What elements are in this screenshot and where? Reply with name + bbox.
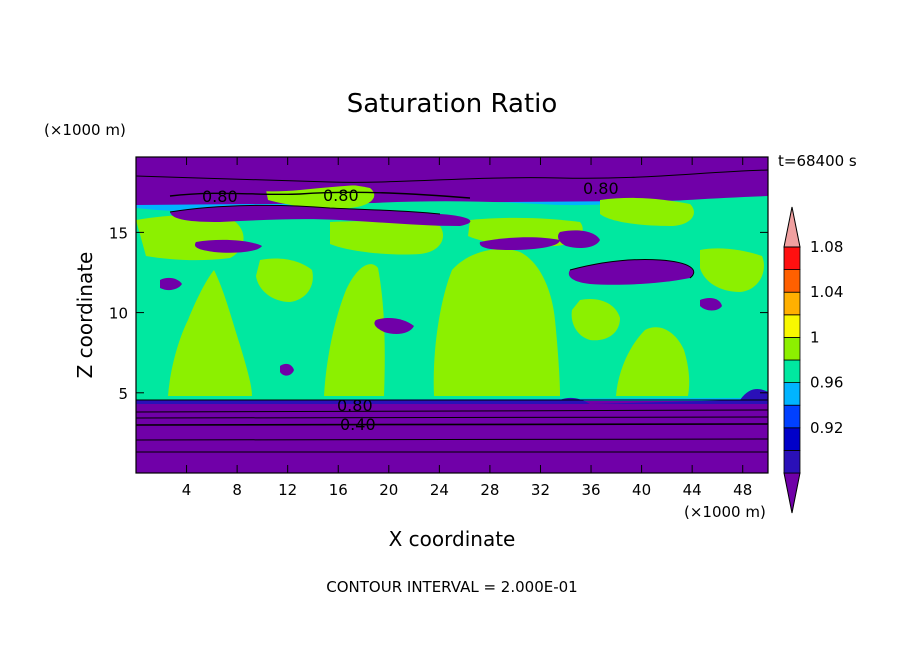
colorbar-swatch (783, 336, 801, 361)
x-tick-label: 44 (683, 481, 702, 499)
contour-label-lower-040: 0.40 (340, 415, 376, 434)
y-tick-label: 15 (109, 224, 128, 242)
contour-label-upper-right: 0.80 (583, 179, 619, 198)
colorbar-swatch (783, 427, 801, 451)
colorbar-swatch (783, 449, 801, 474)
upper-dry-layer (136, 157, 768, 194)
contour-label-upper-mid: 0.80 (323, 186, 359, 205)
colorbar-swatch (783, 269, 801, 293)
colorbar-tick-label: 1 (810, 328, 820, 346)
x-tick-label: 16 (329, 481, 348, 499)
y-axis-label: Z coordinate (73, 252, 97, 379)
x-tick-label: 12 (278, 481, 297, 499)
dry-streaks (160, 205, 722, 376)
y-tick-label: 5 (118, 385, 128, 403)
x-tick-label: 8 (232, 481, 242, 499)
colorbar-swatch (783, 291, 801, 316)
colorbar-swatch (783, 404, 801, 429)
colorbar-swatch (783, 359, 801, 384)
x-tick-label: 4 (182, 481, 192, 499)
x-tick-label: 28 (480, 481, 499, 499)
y-tick-label: 10 (109, 305, 128, 323)
colorbar: 0.92 0.96 1 1.04 1.08 (783, 206, 843, 514)
x-axis-label: X coordinate (389, 527, 516, 551)
colorbar-swatch (783, 314, 801, 338)
x-tick-label: 36 (581, 481, 600, 499)
chart-title: Saturation Ratio (347, 89, 558, 119)
contour-label-group: 0.80 0.80 0.80 0.80 0.40 (202, 179, 619, 434)
contour-label-upper-left: 0.80 (202, 187, 238, 206)
colorbar-tick-label: 1.04 (810, 283, 843, 301)
x-tick-label: 48 (733, 481, 752, 499)
x-unit-label: (×1000 m) (684, 503, 766, 521)
x-tick-label: 24 (430, 481, 449, 499)
contour-label-lower-080: 0.80 (337, 396, 373, 415)
x-tick-label: 40 (632, 481, 651, 499)
time-label: t=68400 s (778, 152, 857, 170)
colorbar-tick-label: 0.92 (810, 419, 843, 437)
colorbar-tick-label: 1.08 (810, 238, 843, 256)
y-unit-label: (×1000 m) (44, 121, 126, 139)
colorbar-swatch (783, 382, 801, 406)
colorbar-lower-extend (783, 472, 801, 514)
colorbar-swatch (783, 246, 801, 271)
colorbar-upper-extend (783, 206, 801, 248)
footer-note: CONTOUR INTERVAL = 2.000E-01 (326, 578, 577, 596)
x-axis: 4 8 12 16 20 24 28 32 36 40 44 48 (182, 157, 752, 499)
plot-frame (135, 156, 769, 474)
lower-dry-layer (136, 401, 768, 473)
y-axis: 5 10 15 (109, 224, 768, 403)
x-tick-label: 32 (531, 481, 550, 499)
contour-field (136, 157, 768, 473)
x-tick-label: 20 (379, 481, 398, 499)
colorbar-tick-label: 0.96 (810, 374, 843, 392)
